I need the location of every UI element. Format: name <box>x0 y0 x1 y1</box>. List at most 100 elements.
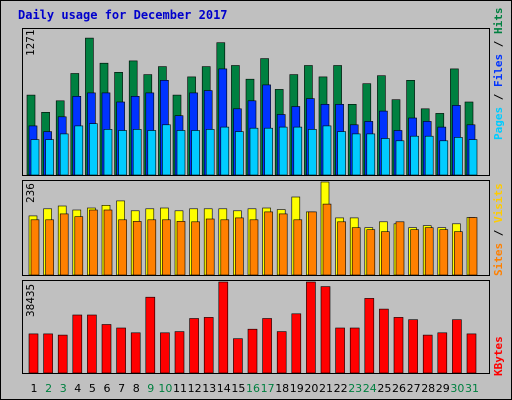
bar-sites-day-31 <box>468 217 478 276</box>
x-label-day-3: 3 <box>59 382 67 395</box>
bar-pages-day-19 <box>293 126 303 176</box>
bar-kbytes-day-1 <box>28 333 39 374</box>
x-label-day-4: 4 <box>74 382 82 395</box>
x-label-day-10: 10 <box>158 382 173 395</box>
bar-sites-day-14 <box>220 219 230 276</box>
x-label-day-23: 23 <box>348 382 363 395</box>
bar-kbytes-day-11 <box>174 331 185 374</box>
bar-pages-day-2 <box>45 139 54 176</box>
bar-sites-day-23 <box>351 227 361 276</box>
bar-kbytes-day-16 <box>247 328 258 374</box>
bar-sites-day-1 <box>30 219 40 276</box>
bar-sites-day-2 <box>45 219 54 276</box>
bar-pages-day-1 <box>30 139 40 176</box>
x-label-day-6: 6 <box>103 382 111 395</box>
x-label-day-20: 20 <box>304 382 319 395</box>
x-label-day-29: 29 <box>435 382 450 395</box>
bar-sites-day-15 <box>235 217 244 276</box>
x-label-day-18: 18 <box>275 382 290 395</box>
bar-pages-day-9 <box>147 130 157 176</box>
bar-sites-day-18 <box>278 213 288 276</box>
bar-pages-day-20 <box>308 129 317 176</box>
x-label-day-8: 8 <box>132 382 140 395</box>
bar-kbytes-day-14 <box>218 281 229 374</box>
x-label-day-15: 15 <box>231 382 246 395</box>
bar-kbytes-day-26 <box>393 317 404 374</box>
bar-pages-day-16 <box>249 127 259 176</box>
chart-title: Daily usage for December 2017 <box>18 8 228 22</box>
bar-pages-day-17 <box>264 127 273 176</box>
bar-sites-day-6 <box>103 209 113 276</box>
bar-sites-day-10 <box>162 219 171 276</box>
bar-kbytes-day-25 <box>379 308 389 374</box>
x-label-day-22: 22 <box>333 382 348 395</box>
bar-kbytes-day-22 <box>335 327 345 374</box>
bar-sites-day-22 <box>337 221 346 276</box>
bar-pages-day-22 <box>337 131 346 176</box>
x-label-day-11: 11 <box>173 382 187 395</box>
bar-sites-day-24 <box>366 229 376 276</box>
bar-kbytes-day-15 <box>233 338 243 374</box>
x-label-day-19: 19 <box>289 382 304 395</box>
bar-pages-day-7 <box>118 130 127 176</box>
bar-sites-day-5 <box>89 209 98 276</box>
bar-sites-day-19 <box>293 219 303 276</box>
bar-kbytes-day-6 <box>101 324 112 374</box>
x-label-day-28: 28 <box>421 382 436 395</box>
x-label-day-21: 21 <box>319 382 333 395</box>
bar-kbytes-day-31 <box>466 333 477 374</box>
bar-kbytes-day-21 <box>320 286 331 374</box>
bar-pages-day-3 <box>59 133 69 176</box>
bar-pages-day-31 <box>468 139 478 176</box>
x-label-day-13: 13 <box>202 382 217 395</box>
bar-pages-day-26 <box>395 140 405 176</box>
bar-sites-day-17 <box>264 211 273 276</box>
bar-kbytes-day-28 <box>422 334 433 374</box>
bar-sites-day-12 <box>191 221 200 276</box>
bar-kbytes-day-23 <box>349 327 360 374</box>
x-label-day-1: 1 <box>30 382 38 395</box>
x-label-day-16: 16 <box>246 382 260 395</box>
bar-pages-day-6 <box>103 129 113 176</box>
bar-kbytes-day-8 <box>130 332 141 374</box>
bar-kbytes-day-2 <box>43 333 53 374</box>
bar-kbytes-day-10 <box>160 332 170 374</box>
bar-sites-day-4 <box>74 216 84 276</box>
x-label-day-24: 24 <box>362 382 377 395</box>
bar-sites-day-26 <box>395 221 405 276</box>
bar-pages-day-30 <box>454 137 463 176</box>
bar-sites-day-16 <box>249 219 259 276</box>
bar-pages-day-13 <box>205 129 215 176</box>
bar-sites-day-25 <box>381 231 390 276</box>
bar-sites-day-30 <box>454 231 463 276</box>
bar-pages-day-4 <box>74 125 84 176</box>
bar-kbytes-day-9 <box>145 296 156 374</box>
x-label-day-2: 2 <box>45 382 53 395</box>
x-label-day-17: 17 <box>260 382 275 395</box>
bar-kbytes-day-30 <box>452 319 462 374</box>
bar-kbytes-day-29 <box>437 332 448 374</box>
bar-kbytes-day-4 <box>72 314 83 374</box>
bar-sites-day-29 <box>439 229 449 276</box>
bar-sites-day-13 <box>205 218 215 276</box>
x-label-day-14: 14 <box>216 382 231 395</box>
bar-kbytes-day-5 <box>87 314 97 374</box>
x-label-day-5: 5 <box>88 382 96 395</box>
bar-kbytes-day-27 <box>408 319 418 374</box>
bar-kbytes-day-12 <box>189 318 199 374</box>
bar-pages-day-8 <box>132 129 142 176</box>
bar-kbytes-day-20 <box>306 281 316 374</box>
bar-pages-day-15 <box>235 131 244 176</box>
bar-sites-day-9 <box>147 219 157 276</box>
x-label-day-25: 25 <box>377 382 392 395</box>
x-label-day-26: 26 <box>392 382 406 395</box>
bar-pages-day-18 <box>278 126 288 176</box>
bar-pages-day-14 <box>220 126 230 176</box>
bar-pages-day-27 <box>410 135 419 176</box>
bar-sites-day-3 <box>59 213 69 276</box>
bar-sites-day-7 <box>118 219 127 276</box>
bar-sites-day-28 <box>424 227 434 276</box>
bar-sites-day-20 <box>308 211 317 276</box>
bar-kbytes-day-18 <box>276 331 287 374</box>
